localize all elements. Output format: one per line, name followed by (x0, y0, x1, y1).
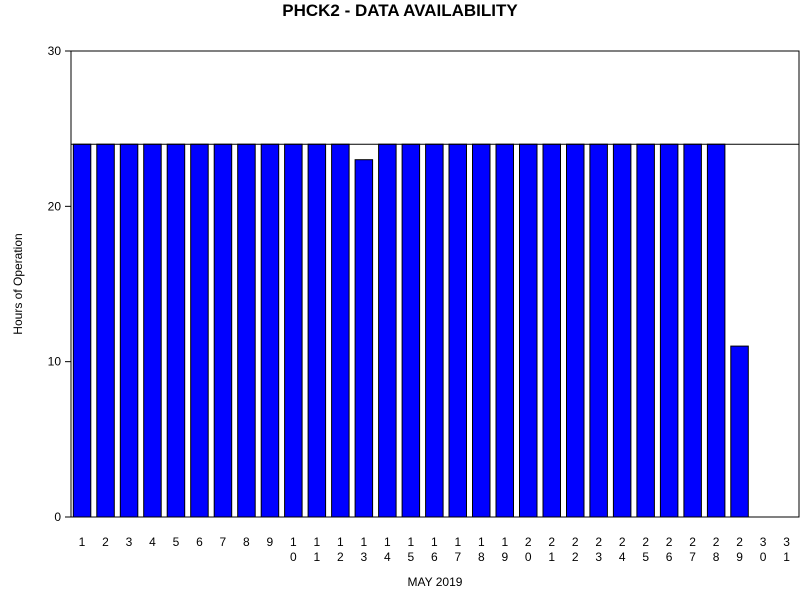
bar-day-1 (72, 143, 92, 518)
y-tick-label: 0 (54, 510, 61, 524)
bar-day-18 (472, 143, 491, 518)
x-tick-label: 9 (267, 535, 274, 549)
y-axis-label: Hours of Operation (11, 233, 25, 334)
bar-day-6 (190, 143, 209, 518)
bar-day-3 (119, 143, 139, 518)
x-tick-label: 5 (173, 535, 180, 549)
y-tick-label: 20 (48, 199, 62, 213)
plot-frame (70, 50, 800, 518)
x-axis: 1 2 3 4 5 6 7 8 9 1 01 11 21 31 41 51 61 71 81 92 02 12 22 32 42… (79, 535, 791, 564)
bar-day-8 (237, 143, 256, 518)
x-tick-label: 8 (243, 535, 250, 549)
bar-day-2 (96, 143, 115, 518)
bar-day-29 (730, 345, 749, 518)
bar-day-9 (260, 143, 280, 518)
chart-title: PHCK2 - DATA AVAILABILITY (282, 1, 518, 20)
bar-day-23 (589, 143, 608, 518)
y-axis: 0 10 20 30 (48, 44, 71, 524)
bars-group (72, 143, 749, 518)
bar-day-25 (636, 143, 655, 518)
x-tick-label: 1 (79, 535, 86, 549)
bar-day-20 (519, 143, 538, 518)
bar-day-7 (213, 143, 233, 518)
x-tick-label: 7 (220, 535, 227, 549)
bar-day-15 (401, 143, 421, 518)
x-tick-label: 2 (102, 535, 109, 549)
x-axis-label: MAY 2019 (408, 575, 463, 589)
bar-day-28 (706, 143, 726, 518)
bar-day-26 (659, 143, 679, 518)
bar-day-11 (307, 143, 327, 518)
x-tick-label: 4 (149, 535, 156, 549)
x-tick-label: 6 (196, 535, 203, 549)
bar-day-17 (448, 143, 467, 518)
bar-day-12 (331, 143, 350, 518)
bar-day-16 (425, 143, 444, 518)
bar-day-4 (143, 143, 162, 518)
bar-day-21 (542, 143, 561, 518)
bar-day-19 (495, 143, 514, 518)
bar-day-14 (378, 143, 397, 518)
x-tick-label: 3 (126, 535, 133, 549)
y-tick-label: 30 (48, 44, 62, 58)
bar-day-24 (612, 143, 632, 518)
y-tick-label: 10 (48, 355, 62, 369)
bar-day-13 (354, 159, 374, 518)
bar-day-27 (683, 143, 702, 518)
bar-day-10 (284, 143, 303, 518)
bar-day-22 (566, 143, 585, 518)
bar-day-5 (166, 143, 186, 518)
